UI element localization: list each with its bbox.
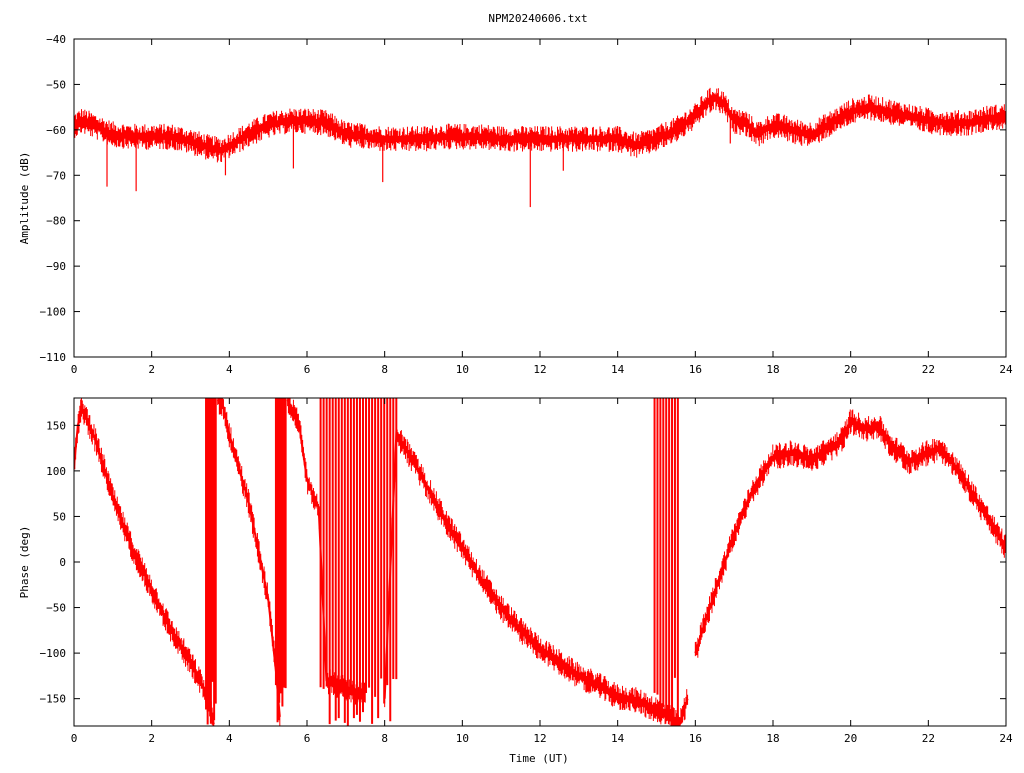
series-line-0-2 xyxy=(286,399,366,696)
y-tick-label: 100 xyxy=(46,465,66,478)
series-line-0-4 xyxy=(694,419,1006,654)
y-tick-label: −50 xyxy=(46,78,66,91)
series-line-0-0 xyxy=(74,403,215,725)
y-tick-label: −70 xyxy=(46,169,66,182)
data-layer xyxy=(74,87,1006,208)
x-tick-label: 6 xyxy=(304,363,311,376)
y-tick-label: −90 xyxy=(46,260,66,273)
x-tick-label: 14 xyxy=(611,732,625,745)
x-tick-label: 6 xyxy=(304,732,311,745)
x-tick-label: 14 xyxy=(611,363,625,376)
series-line-0-0 xyxy=(74,96,1006,152)
phase-wrap-band-0 xyxy=(205,398,217,725)
x-tick-label: 10 xyxy=(456,732,469,745)
phase-panel: 0 2 4 6 8 10 12 14 16 18 20 22 24150100500−50−100−15… xyxy=(40,397,1013,745)
y-tick-label: −80 xyxy=(46,215,66,228)
series-noise-0-0 xyxy=(74,87,1006,163)
x-tick-label: 0 xyxy=(71,363,78,376)
y-tick-label: −150 xyxy=(40,693,67,706)
x-tick-label: 8 xyxy=(381,363,388,376)
series-line-0-1 xyxy=(216,399,281,717)
x-tick-label: 2 xyxy=(148,363,155,376)
x-tick-label: 12 xyxy=(533,732,546,745)
y-tick-label: 50 xyxy=(53,510,66,523)
x-tick-label: 18 xyxy=(766,363,779,376)
x-tick-label: 24 xyxy=(999,363,1013,376)
x-tick-label: 22 xyxy=(922,732,935,745)
chart-title: NPM20240606.txt xyxy=(488,12,587,25)
x-tick-label: 8 xyxy=(381,732,388,745)
phase-y-axis-label: Phase (deg) xyxy=(18,526,31,599)
phase-wrap-band-1 xyxy=(274,398,287,723)
x-tick-label: 10 xyxy=(456,363,469,376)
x-tick-label: 0 xyxy=(71,732,78,745)
x-tick-label: 4 xyxy=(226,732,233,745)
y-tick-label: −60 xyxy=(46,124,66,137)
x-tick-label: 20 xyxy=(844,732,857,745)
amplitude-y-axis-label: Amplitude (dB) xyxy=(18,152,31,245)
y-tick-label: −40 xyxy=(46,33,66,46)
x-tick-label: 20 xyxy=(844,363,857,376)
y-tick-label: 150 xyxy=(46,419,66,432)
y-tick-label: −110 xyxy=(40,351,67,364)
phase-wrap-band-3 xyxy=(653,398,679,722)
x-tick-label: 4 xyxy=(226,363,233,376)
data-layer xyxy=(74,398,1006,726)
y-tick-label: −100 xyxy=(40,647,67,660)
x-tick-label: 24 xyxy=(999,732,1013,745)
x-tick-label: 18 xyxy=(766,732,779,745)
x-tick-label: 16 xyxy=(689,732,702,745)
x-tick-label: 12 xyxy=(533,363,546,376)
series-line-0-3 xyxy=(383,431,689,726)
y-tick-label: −100 xyxy=(40,306,67,319)
x-tick-label: 16 xyxy=(689,363,702,376)
y-tick-label: −50 xyxy=(46,602,66,615)
y-tick-label: 0 xyxy=(59,556,66,569)
x-tick-label: 2 xyxy=(148,732,155,745)
amplitude-panel: 0 2 4 6 8 10 12 14 16 18 20 22 24−40−50−60−70−80−90−… xyxy=(40,33,1013,376)
phase-x-axis-label: Time (UT) xyxy=(509,752,569,765)
x-tick-label: 22 xyxy=(922,363,935,376)
